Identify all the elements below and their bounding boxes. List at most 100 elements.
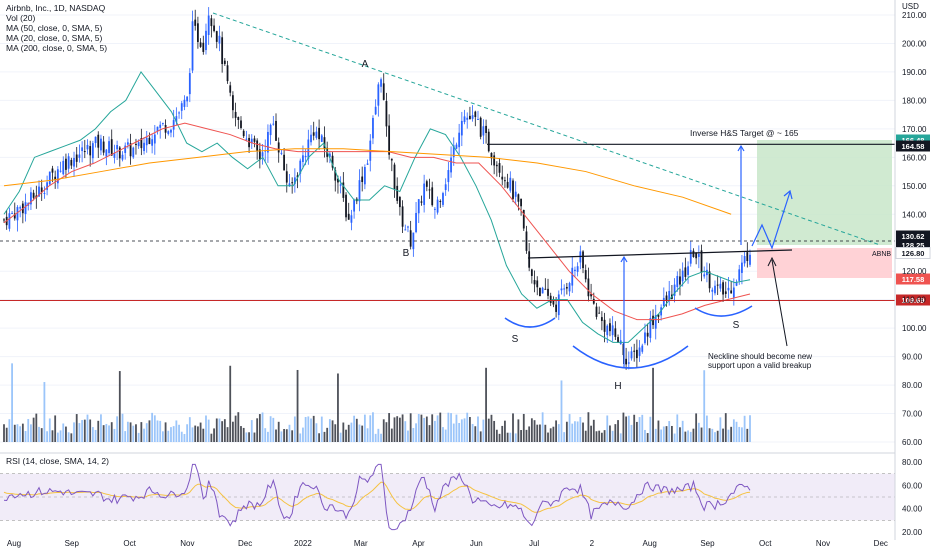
candle-body <box>646 332 649 337</box>
candle-body <box>261 152 264 157</box>
candle-body <box>606 325 609 336</box>
candle-body <box>474 111 477 118</box>
candle-body <box>13 213 16 219</box>
candle-body <box>428 189 431 191</box>
candle-body <box>555 304 557 312</box>
candle-body <box>221 37 224 65</box>
candle-body <box>358 180 361 202</box>
candle-body <box>617 337 619 343</box>
volume-bar <box>38 426 40 442</box>
candle-body <box>557 294 560 316</box>
candle-body <box>83 151 86 153</box>
candle-body <box>140 138 143 149</box>
volume-bar <box>124 431 127 442</box>
candle-body <box>121 154 124 160</box>
price-tick-label: 210.00 <box>902 11 927 20</box>
volume-bar <box>221 421 224 442</box>
candle-body <box>374 106 377 115</box>
volume-bar <box>345 429 347 442</box>
right-shoulder-arc <box>694 305 753 317</box>
candle-body <box>652 315 654 326</box>
candle-body <box>97 134 100 148</box>
candle-body <box>401 206 404 227</box>
candle-body <box>576 266 579 272</box>
candle-body <box>232 95 234 111</box>
candle-body <box>54 176 57 180</box>
volume-bar <box>210 433 213 442</box>
rsi-tick-label: 20.00 <box>902 528 923 537</box>
volume-bar <box>681 420 684 442</box>
volume-bar <box>358 424 361 442</box>
volume-bar <box>697 422 700 442</box>
candle-body <box>625 358 628 365</box>
candle-body <box>681 270 684 282</box>
candle-body <box>215 31 218 42</box>
time-tick-label: Sep <box>700 539 715 548</box>
candle-body <box>318 127 320 140</box>
volume-bar <box>560 380 563 442</box>
volume-bar <box>81 420 84 442</box>
candle-body <box>525 231 528 251</box>
candle-body <box>202 42 205 52</box>
candle-body <box>439 201 442 203</box>
price-tick-label: 140.00 <box>902 210 927 219</box>
candle-body <box>423 183 426 205</box>
candle-body <box>692 250 695 257</box>
volume-bar <box>498 433 501 442</box>
candle-body <box>495 164 498 167</box>
time-tick-label: Aug <box>643 539 657 548</box>
candle-body <box>633 350 636 352</box>
candle-body <box>689 250 692 264</box>
candle-body <box>302 155 304 163</box>
time-tick-label: Jul <box>529 539 539 548</box>
candle-body <box>627 362 630 364</box>
currency-label: USD <box>902 2 919 11</box>
price-tag-text: 109.69 <box>902 296 925 305</box>
candle-body <box>714 285 716 294</box>
candle-body <box>563 288 566 290</box>
candle-body <box>312 132 315 136</box>
volume-bar <box>275 429 277 442</box>
volume-bar <box>137 432 140 442</box>
volume-bar <box>132 425 135 442</box>
candle-body <box>304 155 307 158</box>
candle-body <box>536 280 539 288</box>
volume-bar <box>16 424 19 442</box>
volume-bar <box>598 430 601 442</box>
price-tick-label: 90.00 <box>902 353 923 362</box>
volume-bar <box>579 417 582 442</box>
candle-body <box>218 35 221 44</box>
volume-bar <box>622 412 625 442</box>
volume-bar <box>215 418 218 442</box>
volume-bar <box>595 431 598 442</box>
candle-body <box>62 160 65 175</box>
candle-body <box>565 286 568 289</box>
volume-bar <box>361 425 364 442</box>
price-tick-label: 150.00 <box>902 182 927 191</box>
volume-bar <box>291 430 294 442</box>
candle-body <box>280 152 283 154</box>
neckline-note: Neckline should become new <box>708 352 812 361</box>
volume-bar <box>603 430 606 442</box>
volume-bar <box>703 370 706 442</box>
price-tag <box>896 140 930 152</box>
candle-body <box>697 253 700 257</box>
candle-body <box>396 185 399 201</box>
candle-body <box>657 314 660 317</box>
candle-body <box>703 274 706 277</box>
ticker-label: ABNB <box>872 251 891 258</box>
volume-bar <box>600 432 603 442</box>
pattern-label: A <box>362 59 369 70</box>
volume-bar <box>662 426 665 442</box>
volume-bar <box>574 421 576 442</box>
volume-bar <box>533 420 536 442</box>
volume-bars <box>3 363 751 442</box>
candle-body <box>398 196 401 208</box>
volume-bar <box>59 430 62 442</box>
candle-body <box>145 137 148 146</box>
candle-body <box>132 147 135 158</box>
volume-bar <box>555 420 557 442</box>
candle-body <box>679 276 681 285</box>
volume-bar <box>116 416 119 442</box>
